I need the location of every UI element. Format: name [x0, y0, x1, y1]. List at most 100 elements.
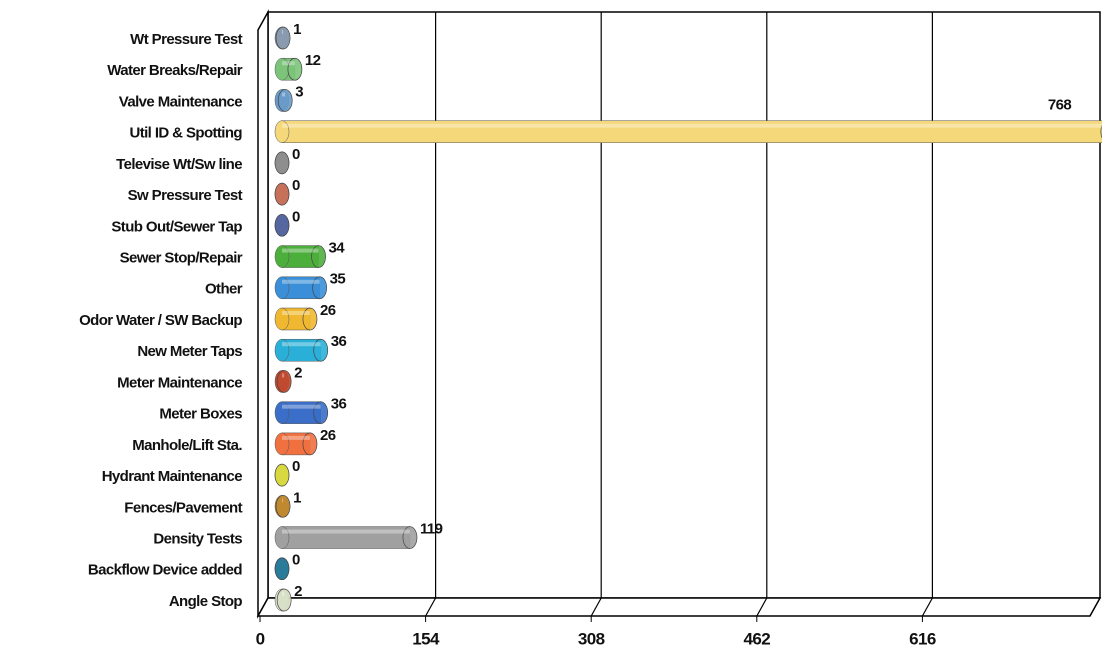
bar-start-cap	[274, 338, 290, 362]
category-label: Density Tests	[153, 531, 242, 548]
bar-end-cap	[276, 370, 292, 393]
bar-highlight	[282, 498, 284, 503]
plot-frame	[256, 9, 1102, 619]
category-label: Valve Maintenance	[119, 93, 242, 110]
grid-line	[425, 597, 437, 617]
grid-line	[590, 597, 602, 617]
bar-end-cap	[302, 432, 318, 456]
x-tick-label: 0	[256, 629, 265, 648]
bar-end-cap	[275, 26, 291, 50]
bar-highlight	[282, 123, 1102, 128]
category-label: Manhole/Lift Sta.	[132, 437, 242, 454]
value-label: 34	[329, 240, 346, 257]
cylinder	[274, 370, 292, 393]
cylinder	[274, 276, 327, 300]
category-label: Util ID & Spotting	[129, 125, 242, 142]
bar-end-cap	[312, 276, 327, 300]
value-label: 1	[293, 21, 301, 38]
bar-start-cap	[274, 526, 290, 549]
category-label: Wt Pressure Test	[130, 31, 242, 48]
cylinder	[274, 120, 1102, 143]
category-label: Angle Stop	[169, 593, 243, 610]
bar-start-cap	[274, 276, 290, 300]
cylinder	[274, 307, 318, 331]
bar-highlight	[282, 61, 295, 66]
value-label: 119	[420, 521, 443, 538]
value-label: 36	[331, 333, 347, 350]
category-label: Meter Maintenance	[117, 374, 242, 391]
x-tick-label: 616	[909, 629, 936, 648]
cylinder	[274, 494, 291, 518]
bar-end-cap	[287, 57, 303, 81]
bar-end-cap	[313, 401, 329, 425]
bar-end-cap	[274, 557, 290, 581]
bar-end-cap	[274, 213, 290, 237]
bar-highlight	[282, 30, 284, 34]
bar-start-cap	[274, 120, 290, 143]
value-label: 1	[293, 489, 301, 506]
value-label: 3	[295, 83, 303, 100]
bar-end-cap	[313, 338, 329, 362]
value-label: 2	[294, 583, 302, 600]
category-label: Water Breaks/Repair	[107, 62, 243, 79]
x-tick-label: 154	[412, 629, 440, 648]
bar-end-cap	[277, 89, 293, 112]
bar-highlight	[282, 342, 321, 347]
value-label: 35	[330, 271, 346, 288]
category-label: Televise Wt/Sw line	[116, 156, 242, 173]
category-label: Meter Boxes	[159, 406, 242, 423]
cylinder	[274, 182, 290, 206]
bar-highlight	[282, 529, 410, 534]
category-label: Odor Water / SW Backup	[79, 312, 242, 329]
category-label: Stub Out/Sewer Tap	[111, 218, 242, 235]
bar-highlight	[282, 92, 286, 97]
bar-end-cap	[302, 307, 318, 331]
category-label: New Meter Taps	[137, 343, 242, 360]
bar-end-cap	[275, 494, 291, 518]
bar-highlight	[282, 311, 310, 315]
bar-start-cap	[274, 401, 290, 424]
category-label: Sewer Stop/Repair	[120, 250, 243, 267]
bar-start-cap	[274, 432, 290, 456]
value-label: 0	[292, 146, 300, 163]
bar-start-cap	[274, 245, 290, 268]
cylinder	[274, 432, 318, 456]
grid-line	[921, 597, 933, 617]
bar-end-cap	[274, 182, 290, 206]
cylinder	[274, 588, 292, 612]
cylinder	[274, 213, 290, 237]
value-label: 26	[320, 427, 336, 444]
cylinder	[274, 557, 290, 581]
bar-highlight	[282, 435, 310, 440]
bar-start-cap	[274, 307, 290, 331]
cylinder	[274, 151, 290, 175]
cylinder	[274, 245, 326, 268]
value-label: 0	[292, 552, 300, 569]
value-label: 0	[292, 177, 300, 194]
category-label: Fences/Pavement	[124, 499, 242, 516]
category-label: Hydrant Maintenance	[102, 468, 243, 485]
category-label: Sw Pressure Test	[128, 187, 243, 204]
bar-end-cap	[311, 245, 326, 268]
cylinder	[274, 57, 303, 81]
x-tick-label: 462	[744, 629, 771, 648]
cylinder	[274, 401, 329, 425]
category-label: Backflow Device added	[88, 562, 243, 579]
bar-end-cap	[274, 463, 290, 487]
value-label: 2	[294, 364, 302, 381]
grid-line	[756, 597, 768, 617]
value-label: 0	[292, 458, 300, 475]
value-label: 36	[331, 396, 347, 413]
cylinder	[274, 89, 293, 112]
value-label: 0	[292, 208, 300, 225]
value-label: 12	[305, 52, 321, 69]
bar-highlight	[282, 279, 320, 284]
bar-end-cap	[274, 151, 290, 175]
cylinder	[274, 526, 418, 549]
bar-highlight	[282, 248, 319, 253]
value-label: 26	[320, 302, 336, 319]
bar-highlight	[282, 592, 285, 596]
bar-highlight	[282, 404, 321, 409]
bar-highlight	[282, 373, 285, 378]
